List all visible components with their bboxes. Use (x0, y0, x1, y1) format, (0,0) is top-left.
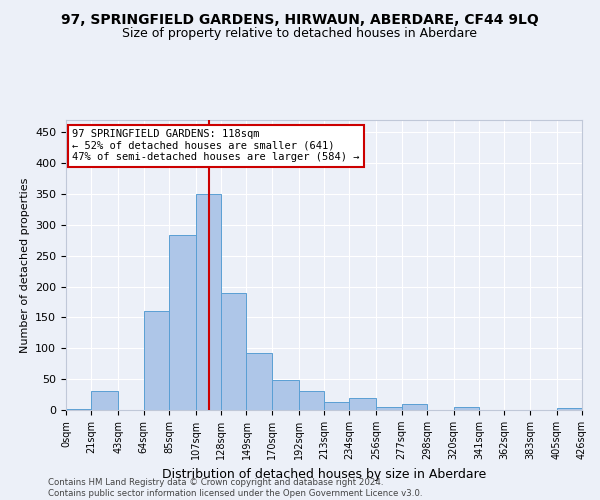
Y-axis label: Number of detached properties: Number of detached properties (20, 178, 29, 352)
Bar (454, 407, 479, 410)
Text: Size of property relative to detached houses in Aberdare: Size of property relative to detached ho… (122, 28, 478, 40)
Text: 97, SPRINGFIELD GARDENS, HIRWAUN, ABERDARE, CF44 9LQ: 97, SPRINGFIELD GARDENS, HIRWAUN, ABERDA… (61, 12, 539, 26)
Text: 97 SPRINGFIELD GARDENS: 118sqm
← 52% of detached houses are smaller (641)
47% of: 97 SPRINGFIELD GARDENS: 118sqm ← 52% of … (72, 130, 359, 162)
Bar (349, 398, 376, 410)
Bar (169, 236, 196, 410)
Bar (299, 391, 324, 410)
Bar (557, 408, 582, 410)
Bar (196, 194, 221, 410)
Bar (376, 407, 401, 410)
Text: Contains HM Land Registry data © Crown copyright and database right 2024.
Contai: Contains HM Land Registry data © Crown c… (48, 478, 422, 498)
Bar (272, 380, 299, 410)
Bar (91, 392, 118, 410)
Bar (143, 312, 169, 410)
Bar (401, 404, 427, 410)
Bar (66, 409, 91, 410)
Bar (221, 293, 247, 410)
Bar (247, 353, 272, 410)
Bar (324, 402, 349, 410)
X-axis label: Distribution of detached houses by size in Aberdare: Distribution of detached houses by size … (162, 468, 486, 480)
